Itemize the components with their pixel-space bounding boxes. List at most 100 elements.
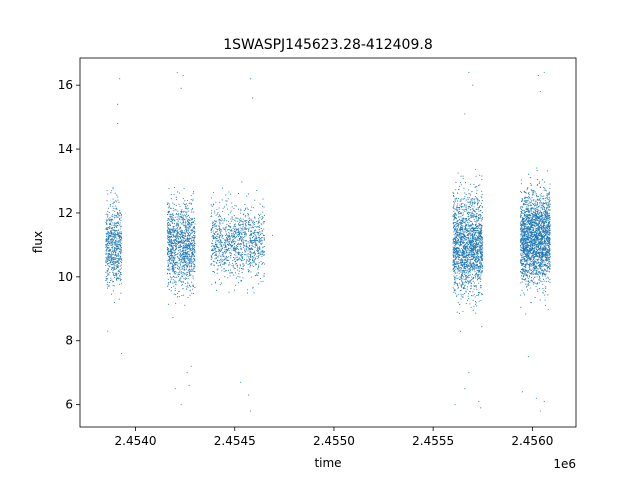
data-point <box>476 264 478 266</box>
data-point <box>463 272 465 274</box>
data-point <box>169 243 171 245</box>
data-point <box>173 281 175 283</box>
data-point <box>241 280 243 282</box>
data-point <box>221 253 223 255</box>
data-point <box>474 276 477 278</box>
data-point <box>107 278 109 280</box>
data-point <box>174 220 176 222</box>
data-point <box>254 229 257 231</box>
data-point <box>191 253 193 255</box>
data-point <box>467 295 469 297</box>
data-point <box>183 236 185 238</box>
data-point <box>117 245 119 247</box>
data-point <box>192 198 194 200</box>
data-point <box>226 259 228 261</box>
chart-title: 1SWASPJ145623.28-412409.8 <box>223 37 432 53</box>
data-point <box>170 278 172 280</box>
data-point <box>455 239 457 241</box>
data-point <box>230 255 232 257</box>
data-point <box>180 261 182 263</box>
data-point <box>112 213 114 215</box>
data-point <box>188 238 190 240</box>
data-point <box>176 224 178 226</box>
data-point <box>254 199 256 201</box>
data-point <box>237 217 239 219</box>
data-point <box>471 236 474 238</box>
data-point <box>176 213 178 215</box>
data-point <box>476 226 479 228</box>
data-point <box>454 271 456 273</box>
data-point <box>479 280 481 283</box>
data-point <box>110 244 113 246</box>
data-point <box>236 263 238 265</box>
data-point <box>467 227 469 229</box>
data-point <box>250 271 252 273</box>
data-point <box>117 225 119 227</box>
data-point <box>460 295 462 297</box>
data-point <box>469 269 471 271</box>
data-point <box>229 240 231 242</box>
data-point <box>474 198 476 200</box>
data-point <box>242 224 245 226</box>
data-point <box>168 249 170 251</box>
data-point <box>172 260 174 262</box>
data-point <box>167 249 169 251</box>
data-point <box>225 248 228 250</box>
data-point <box>188 261 190 264</box>
data-point <box>453 202 456 204</box>
data-point <box>482 247 484 249</box>
data-point <box>110 258 112 260</box>
data-point <box>119 252 121 254</box>
data-point <box>526 289 529 291</box>
data-point <box>472 278 474 280</box>
data-point <box>112 270 114 272</box>
data-point <box>452 201 455 203</box>
data-point <box>474 216 476 218</box>
data-point <box>111 238 113 240</box>
data-point <box>182 284 184 286</box>
data-point <box>472 264 474 266</box>
data-point <box>465 230 467 232</box>
data-point <box>233 264 235 266</box>
data-point <box>183 272 185 274</box>
data-point <box>216 259 218 261</box>
data-point <box>257 253 259 255</box>
data-point <box>212 224 214 227</box>
data-point <box>477 274 479 276</box>
data-point <box>462 242 464 244</box>
data-point <box>532 257 534 259</box>
data-point <box>476 267 478 269</box>
data-point <box>181 235 183 237</box>
data-point <box>219 239 221 241</box>
data-point <box>190 242 192 244</box>
data-point <box>174 388 176 390</box>
data-point <box>232 272 234 274</box>
data-point <box>260 223 262 225</box>
data-point <box>465 281 467 283</box>
data-point <box>181 219 183 221</box>
data-point <box>479 241 481 243</box>
data-point <box>221 270 223 272</box>
data-point <box>216 235 218 237</box>
data-point <box>263 222 265 224</box>
data-point <box>167 225 169 227</box>
data-point <box>472 222 474 224</box>
data-point <box>168 229 170 231</box>
data-point <box>521 231 523 233</box>
data-point <box>458 185 460 187</box>
data-point <box>471 216 473 218</box>
data-point <box>469 265 471 267</box>
data-point <box>251 258 253 260</box>
data-point <box>219 284 221 286</box>
data-point <box>188 255 190 258</box>
data-point <box>238 239 240 241</box>
data-point <box>189 253 191 255</box>
data-point <box>261 215 263 218</box>
data-point <box>253 238 256 240</box>
data-point <box>453 288 455 290</box>
data-point <box>118 278 120 280</box>
data-point <box>462 253 464 255</box>
data-point <box>167 223 169 226</box>
data-point <box>186 248 188 250</box>
data-point <box>181 275 183 277</box>
